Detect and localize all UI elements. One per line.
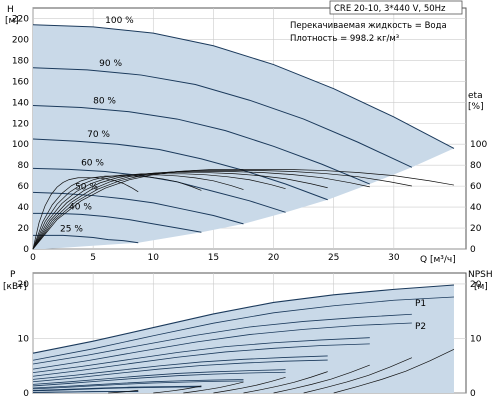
power-curve	[32, 313, 412, 365]
power-curve	[32, 385, 202, 391]
x-tick-label: 5	[90, 253, 96, 263]
speed-label: 25 %	[60, 224, 83, 234]
y-tick-label: 20	[18, 224, 30, 234]
npsh-curve	[273, 364, 370, 394]
y2-tick-label: 60	[470, 182, 482, 192]
power-curve	[32, 359, 328, 383]
speed-label: 80 %	[93, 97, 116, 107]
npsh-curve	[108, 389, 139, 394]
speed-label: 60 %	[81, 158, 104, 168]
power-curve	[32, 379, 244, 389]
y-tick-label: 100	[12, 140, 29, 150]
npsh-curve	[303, 357, 413, 394]
y2-tick-label: 80	[470, 161, 482, 171]
npsh-tick-label: 10	[470, 334, 482, 344]
power-curve	[32, 391, 139, 393]
y-tick-label: 200	[12, 35, 29, 45]
title-box	[329, 0, 463, 15]
p-axis-label: P	[10, 270, 16, 280]
y2-tick-label: 0	[470, 245, 476, 255]
y2-axis-label: eta	[468, 91, 483, 101]
x-tick-label: 15	[208, 253, 219, 263]
x-tick-label: 30	[388, 253, 400, 263]
p-axis-unit: [кВт]	[3, 282, 27, 292]
y2-tick-label: 100	[470, 140, 487, 150]
npsh-curve	[243, 371, 328, 394]
eta-curve	[32, 169, 455, 250]
y2-axis-unit: [%]	[468, 102, 484, 112]
speed-label: 70 %	[87, 130, 110, 140]
x-tick-label: 10	[148, 253, 160, 263]
speed-label: 40 %	[69, 202, 92, 212]
head-curve	[32, 138, 328, 201]
bottom-ticks: 0 10 20 0 10 20	[18, 280, 482, 399]
y-tick-label: 220	[12, 14, 29, 24]
y-tick-label: 140	[12, 98, 29, 108]
y-tick-label: 40	[18, 203, 30, 213]
power-curves	[32, 284, 455, 394]
head-curve	[32, 24, 455, 149]
power-curve	[32, 337, 370, 374]
eta-curve	[32, 171, 370, 250]
power-curve	[32, 355, 328, 380]
power-curve	[32, 322, 412, 370]
speed-label: 90 %	[99, 59, 122, 69]
x-tick-label: 25	[328, 253, 339, 263]
eta-curve	[32, 177, 139, 250]
eta-curve	[32, 175, 202, 250]
npsh-curve	[213, 376, 286, 394]
eta-curve	[32, 172, 328, 250]
x-tick-label: 0	[30, 253, 36, 263]
y-tick-label: 180	[12, 56, 29, 66]
power-curve	[32, 343, 370, 377]
power-curve	[32, 386, 202, 392]
speed-label: 50 %	[75, 182, 98, 192]
y2-tick-label: 20	[470, 224, 482, 234]
fluid-annotation: Перекачиваемая жидкость = Вода	[290, 21, 447, 31]
y-axis-label: H	[7, 5, 14, 15]
power-envelope	[33, 285, 454, 393]
head-curve	[32, 104, 370, 185]
x-axis-label: Q [м³/ч]	[420, 255, 456, 265]
eta-curve	[32, 170, 412, 250]
y2-tick-label: 40	[470, 203, 482, 213]
y-tick-label: 80	[18, 161, 30, 171]
head-curve	[33, 212, 202, 233]
y-tick-label: 0	[23, 245, 29, 255]
power-curve	[32, 369, 286, 385]
y-tick-label: 120	[12, 119, 29, 129]
eta-curve	[32, 173, 286, 250]
npsh-axis-label: NPSH	[468, 270, 493, 280]
speed-label: 100 %	[105, 16, 134, 26]
y-axis-unit: [м]	[5, 16, 19, 26]
npsh-curve	[153, 385, 202, 394]
npsh-tick-label: 0	[470, 389, 476, 399]
power-curve	[32, 284, 455, 354]
efficiency-curves	[32, 169, 455, 250]
npsh-tick-label: 20	[470, 280, 482, 290]
eta-curve	[32, 174, 244, 250]
y-tick-label: 160	[12, 77, 29, 87]
npsh-axis-unit: [м]	[474, 282, 488, 292]
head-curve	[32, 67, 413, 168]
p2-series-label: P2	[415, 322, 426, 332]
x-tick-label: 20	[268, 253, 280, 263]
y-tick-label: 60	[18, 182, 30, 192]
npsh-curve	[183, 381, 244, 394]
p-tick-label: 20	[18, 280, 30, 290]
power-curve	[32, 371, 286, 387]
density-annotation: Плотность = 998.2 кг/м³	[290, 34, 399, 44]
p1-series-label: P1	[415, 299, 426, 309]
p-tick-label: 0	[23, 389, 29, 399]
power-curve	[32, 296, 454, 361]
npsh-curve	[333, 349, 455, 394]
p-tick-label: 10	[18, 334, 30, 344]
chart-title: CRE 20-10, 3*440 V, 50Hz	[334, 4, 446, 14]
power-curve	[32, 380, 244, 390]
head-curve	[33, 234, 139, 244]
